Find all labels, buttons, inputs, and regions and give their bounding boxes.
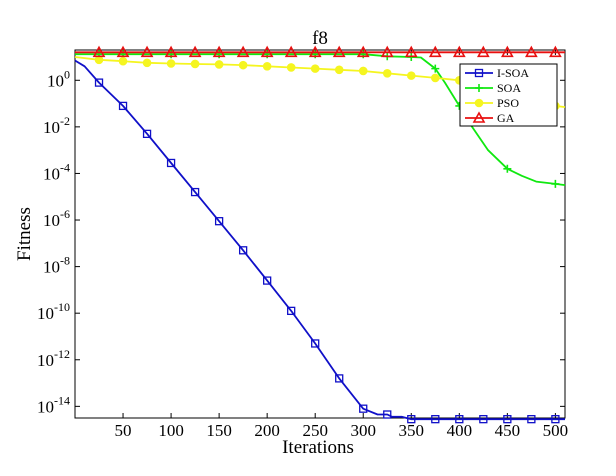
y-tick-label: 10-14 <box>37 393 70 416</box>
data-point <box>92 45 106 58</box>
data-point <box>383 410 392 419</box>
data-point <box>474 98 484 108</box>
data-point <box>551 415 560 424</box>
data-point <box>116 45 130 58</box>
data-point <box>359 404 368 413</box>
data-point <box>404 45 418 58</box>
data-point <box>472 111 486 123</box>
y-tick-label: 10-6 <box>43 207 70 230</box>
legend-box <box>459 63 558 127</box>
data-point <box>455 415 464 424</box>
data-point <box>166 59 176 68</box>
data-point <box>94 78 104 87</box>
data-point <box>406 71 416 80</box>
data-point <box>310 64 320 73</box>
data-point <box>475 84 483 92</box>
data-point <box>238 60 248 70</box>
legend-label: I-SOA <box>497 66 529 80</box>
data-point <box>479 415 488 424</box>
data-point <box>263 276 272 285</box>
data-point <box>212 45 226 58</box>
data-point <box>214 217 224 226</box>
data-point <box>214 60 224 69</box>
legend-item: PSO <box>465 96 519 110</box>
series-line <box>74 59 565 421</box>
x-tick-label: 500 <box>543 421 569 440</box>
data-point <box>431 415 440 424</box>
x-tick-label: 200 <box>254 421 280 440</box>
data-point <box>334 65 344 75</box>
data-point <box>166 158 176 168</box>
data-point <box>286 63 296 72</box>
y-tick-label: 10-12 <box>37 347 70 370</box>
y-tick-label: 10-8 <box>43 254 70 277</box>
data-point <box>118 101 128 111</box>
data-point <box>549 45 562 58</box>
data-point <box>500 45 514 58</box>
y-tick-label: 10-10 <box>37 300 70 323</box>
series-line <box>75 53 566 186</box>
data-point <box>142 129 152 138</box>
legend-label: SOA <box>497 81 521 95</box>
data-point <box>260 45 274 58</box>
x-tick-label: 350 <box>399 421 425 440</box>
y-tick-label: 10-2 <box>43 114 70 137</box>
data-point <box>308 45 322 58</box>
data-point <box>551 179 560 188</box>
data-point <box>527 415 536 424</box>
x-tick-label: 50 <box>115 421 132 440</box>
data-point <box>332 45 346 58</box>
data-point <box>287 306 296 316</box>
x-tick-label: 400 <box>447 421 473 440</box>
legend-label: GA <box>497 111 515 125</box>
series-ga <box>75 45 565 58</box>
legend-item: GA <box>465 111 515 125</box>
y-tick-label: 10-4 <box>43 160 70 183</box>
data-point <box>503 164 512 173</box>
data-point <box>452 45 466 58</box>
legend-item: SOA <box>465 81 521 95</box>
data-point <box>428 45 442 58</box>
data-point <box>238 246 248 255</box>
data-point <box>311 339 320 348</box>
data-point <box>236 45 250 58</box>
data-point <box>190 59 200 69</box>
data-point <box>358 66 368 76</box>
data-point <box>284 45 298 58</box>
data-point <box>142 58 152 68</box>
y-axis-label: Fitness <box>14 207 35 261</box>
data-point <box>430 73 440 83</box>
data-point <box>474 68 484 78</box>
axes: 50 100 150 200 250 300 350 400 450 500 100 10-2 10-4… <box>37 50 568 440</box>
data-point <box>118 56 128 66</box>
chart-title: f8 <box>312 28 328 49</box>
x-tick-label: 250 <box>302 421 328 440</box>
legend-label: PSO <box>497 96 519 110</box>
legend-item: I-SOA <box>465 66 529 80</box>
data-point <box>164 45 178 58</box>
x-axis-label: Iterations <box>282 437 354 458</box>
data-point <box>380 45 394 58</box>
series-i-soa <box>74 59 565 424</box>
data-point <box>476 45 490 58</box>
data-point <box>190 187 200 197</box>
data-point <box>188 45 202 58</box>
data-point <box>356 45 370 58</box>
y-tick-label: 100 <box>47 67 70 90</box>
x-tick-label: 300 <box>350 421 376 440</box>
data-point <box>407 415 416 424</box>
data-point <box>382 68 392 78</box>
data-point <box>335 374 344 383</box>
data-point <box>262 62 272 71</box>
data-point <box>525 45 538 58</box>
data-point <box>431 64 440 73</box>
data-point <box>503 415 512 424</box>
data-point <box>140 45 154 58</box>
x-tick-label: 100 <box>158 421 184 440</box>
x-tick-label: 150 <box>206 421 232 440</box>
x-tick-label: 450 <box>495 421 521 440</box>
